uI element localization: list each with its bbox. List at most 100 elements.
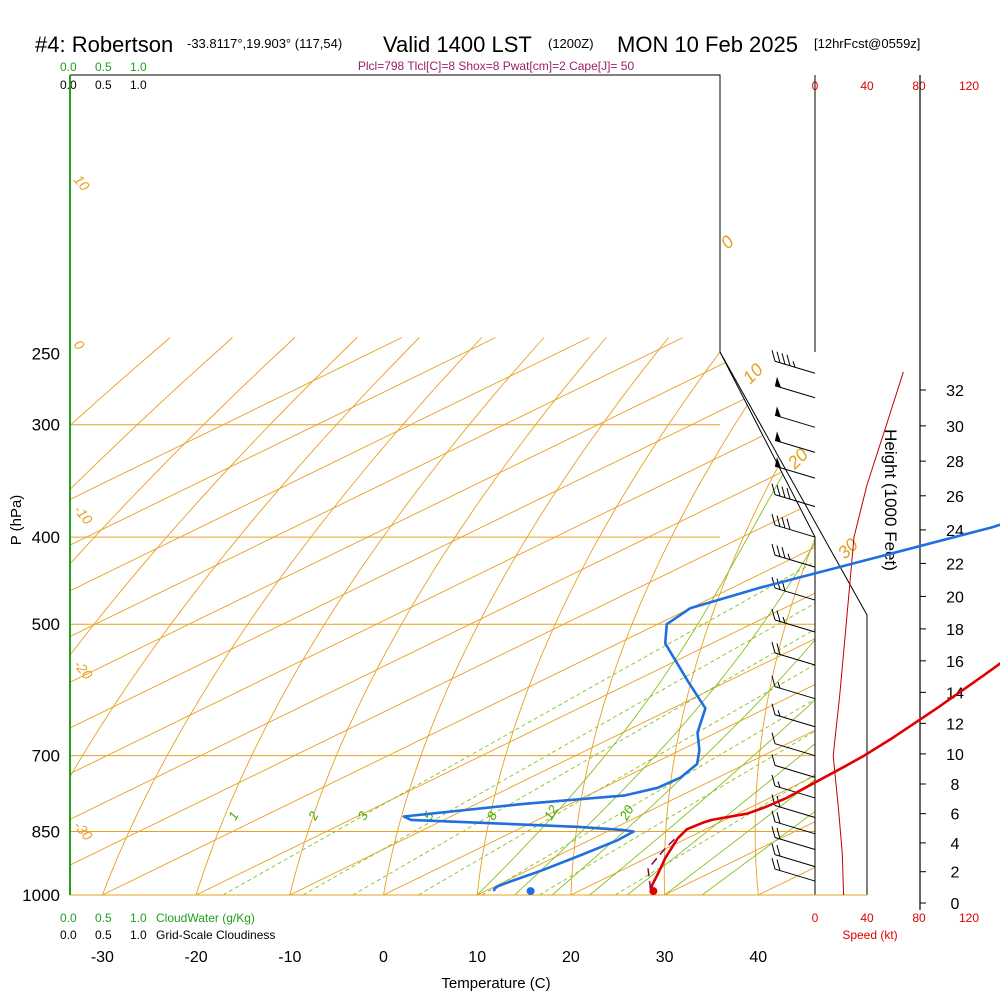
height-tick-label: 6	[951, 807, 960, 824]
wind-barb	[774, 868, 816, 882]
wind-barb-full	[786, 487, 791, 500]
height-tick-label: 8	[951, 777, 960, 794]
temperature-tick-label: 0	[379, 949, 388, 966]
wind-barb-full	[781, 516, 786, 529]
wind-barb	[774, 465, 816, 479]
wind-barb-full	[771, 810, 776, 822]
dry-adiabat-line	[70, 337, 171, 895]
wind-barb-full	[786, 354, 791, 366]
adiabat-label-right: 20	[783, 445, 812, 474]
mixing-ratio-line	[481, 536, 815, 895]
wind-barb	[774, 764, 816, 778]
speed-axis-label: Speed (kt)	[842, 928, 897, 942]
height-tick-label: 28	[946, 454, 964, 471]
surface-dewpoint-dot	[526, 887, 535, 896]
dry-adiabat-line	[70, 337, 358, 895]
speed-scale-bottom: 0 40 80 120 Speed (kt)	[812, 911, 980, 942]
pressure-tick-label: 700	[32, 747, 60, 766]
wind-barb-half	[782, 616, 786, 624]
wind-barb-full	[776, 845, 781, 857]
mixing-ratio-line	[418, 536, 815, 895]
speed-bottom-3: 120	[959, 911, 979, 925]
mixing-ratio-line	[539, 536, 815, 895]
dry-adiabat-line	[101, 337, 483, 895]
wind-barb-full	[771, 608, 776, 621]
wind-barb-flag	[775, 457, 781, 468]
wind-barb-full	[776, 859, 781, 871]
isotherm-line	[70, 337, 815, 895]
speed-bottom-1: 40	[860, 911, 874, 925]
grid-clip	[70, 337, 1000, 895]
height-tick-label: 12	[946, 716, 964, 733]
dry-adiabat-line	[570, 337, 794, 895]
wind-barb-full	[781, 547, 786, 559]
wind-barb	[774, 714, 816, 728]
wind-barb-full	[771, 774, 776, 787]
wind-barb-half	[777, 682, 781, 689]
legend-bottom-green-0: 0.0	[60, 911, 77, 925]
speed-top-3: 120	[959, 79, 979, 93]
isotherm-line	[852, 338, 1000, 895]
isotherm-line	[195, 337, 815, 895]
title-z: (1200Z)	[548, 36, 594, 51]
title-station: #4: Robertson	[35, 32, 173, 57]
frame-diagonal	[719, 351, 868, 616]
wind-barb-half	[792, 361, 796, 368]
title-coords: -33.8117°,19.903° (117,54)	[187, 36, 342, 51]
wind-barb-full	[781, 486, 786, 498]
height-axis-label: Height (1000 Feet)	[881, 429, 900, 571]
height-tick-label: 4	[951, 836, 960, 853]
isotherm-line	[70, 337, 496, 895]
legend-bottom-black-2: 1.0	[130, 928, 147, 942]
mixing-ratio-label: 1	[225, 809, 242, 823]
wind-barb-full	[771, 641, 776, 654]
wind-barb-full	[771, 732, 776, 744]
legend-top-black-1: 0.5	[95, 78, 112, 92]
wind-barb-full	[771, 675, 776, 687]
wind-barb-full	[771, 754, 776, 766]
moist-adiabat-line	[626, 353, 815, 895]
isotherm-line	[102, 337, 815, 895]
wind-barb-full	[771, 857, 776, 870]
wind-barb-full	[786, 518, 791, 530]
moist-adiabat-line	[514, 353, 815, 895]
title-valid: Valid 1400 LST	[383, 32, 532, 57]
adiabat-label-right: 10	[739, 360, 767, 388]
height-tick-label: 2	[951, 865, 960, 882]
y-axis-label: P (hPa)	[8, 495, 25, 546]
mixing-ratio-label: 8	[484, 808, 501, 822]
wind-barb	[774, 385, 816, 399]
isotherm-line	[570, 337, 815, 895]
wind-barb-full	[771, 483, 776, 495]
legend-bottom-green-2: 1.0	[130, 911, 147, 925]
legend-bottom-green-1: 0.5	[95, 911, 112, 925]
wind-barb-full	[776, 351, 781, 363]
mixing-ratio-label: 20	[616, 802, 637, 824]
height-tick-label: 30	[946, 419, 964, 436]
temperature-tick-label: 40	[749, 949, 767, 966]
temperature-tick-label: 10	[468, 949, 486, 966]
speed-bottom-2: 80	[912, 911, 926, 925]
moist-adiabat-line	[664, 353, 815, 895]
isotherm-line	[70, 337, 403, 895]
temperature-line	[650, 662, 1000, 893]
pressure-tick-label: 1000	[22, 886, 60, 905]
dry-adiabat-line	[663, 337, 815, 895]
dry-adiabat-line	[70, 337, 420, 895]
height-tick-label: 22	[946, 556, 964, 573]
legend-top-black-0: 0.0	[60, 78, 77, 92]
wind-barb-full	[781, 353, 786, 365]
legend-top-green-0: 0.0	[60, 60, 77, 74]
height-tick-label: 16	[946, 654, 964, 671]
wind-barb	[774, 805, 816, 818]
temperature-tick-label: 30	[656, 949, 674, 966]
moist-adiabat-line	[476, 353, 815, 895]
speed-top-1: 40	[860, 79, 874, 93]
wind-barb-half	[777, 781, 781, 788]
wind-barb	[774, 837, 816, 850]
wind-barb-full	[776, 812, 781, 824]
adiabat-label-right: 30	[834, 535, 862, 563]
isotherm-line	[477, 337, 815, 895]
wind-barb-half	[777, 710, 781, 717]
